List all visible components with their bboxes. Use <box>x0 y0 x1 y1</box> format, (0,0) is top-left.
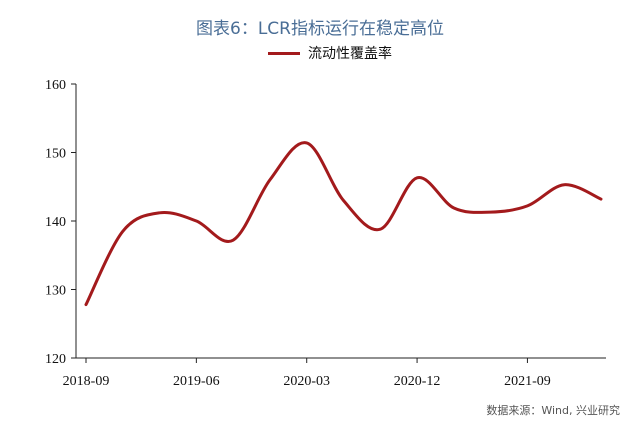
axes <box>71 83 606 363</box>
legend: 流动性覆盖率 <box>268 43 392 63</box>
data-point <box>268 178 271 181</box>
series-line <box>84 141 603 307</box>
tick-labels: 120 130 140 150 160 2018-09 2019-06 2020-03 2020… <box>45 78 551 389</box>
y-tick-label: 130 <box>45 284 66 299</box>
data-point <box>563 183 566 186</box>
source-note: 数据来源：Wind, 兴业研究 <box>486 404 620 417</box>
legend-label: 流动性覆盖率 <box>308 46 392 62</box>
data-point <box>416 176 419 179</box>
data-point <box>600 198 603 201</box>
x-tick-label: 2019-06 <box>173 374 220 389</box>
y-tick-label: 140 <box>45 215 66 230</box>
series-layer <box>84 141 603 307</box>
data-point <box>158 211 161 214</box>
data-point <box>85 303 88 306</box>
x-tick-label: 2018-09 <box>63 374 110 389</box>
data-point <box>379 228 382 231</box>
data-point <box>195 220 198 223</box>
data-point <box>121 230 124 233</box>
data-point <box>342 199 345 202</box>
data-point <box>452 206 455 209</box>
x-tick-label: 2020-12 <box>394 374 441 389</box>
data-point <box>232 239 235 242</box>
data-point <box>305 141 308 144</box>
y-tick-label: 120 <box>45 352 66 367</box>
chart-title: 图表6：LCR指标运行在稳定高位 <box>196 19 444 39</box>
data-point <box>526 204 529 207</box>
data-point <box>489 211 492 214</box>
legend-swatch <box>268 51 300 55</box>
y-tick-label: 150 <box>45 147 66 162</box>
x-tick-label: 2021-09 <box>504 374 551 389</box>
y-tick-label: 160 <box>45 78 66 93</box>
x-tick-label: 2020-03 <box>283 374 330 389</box>
